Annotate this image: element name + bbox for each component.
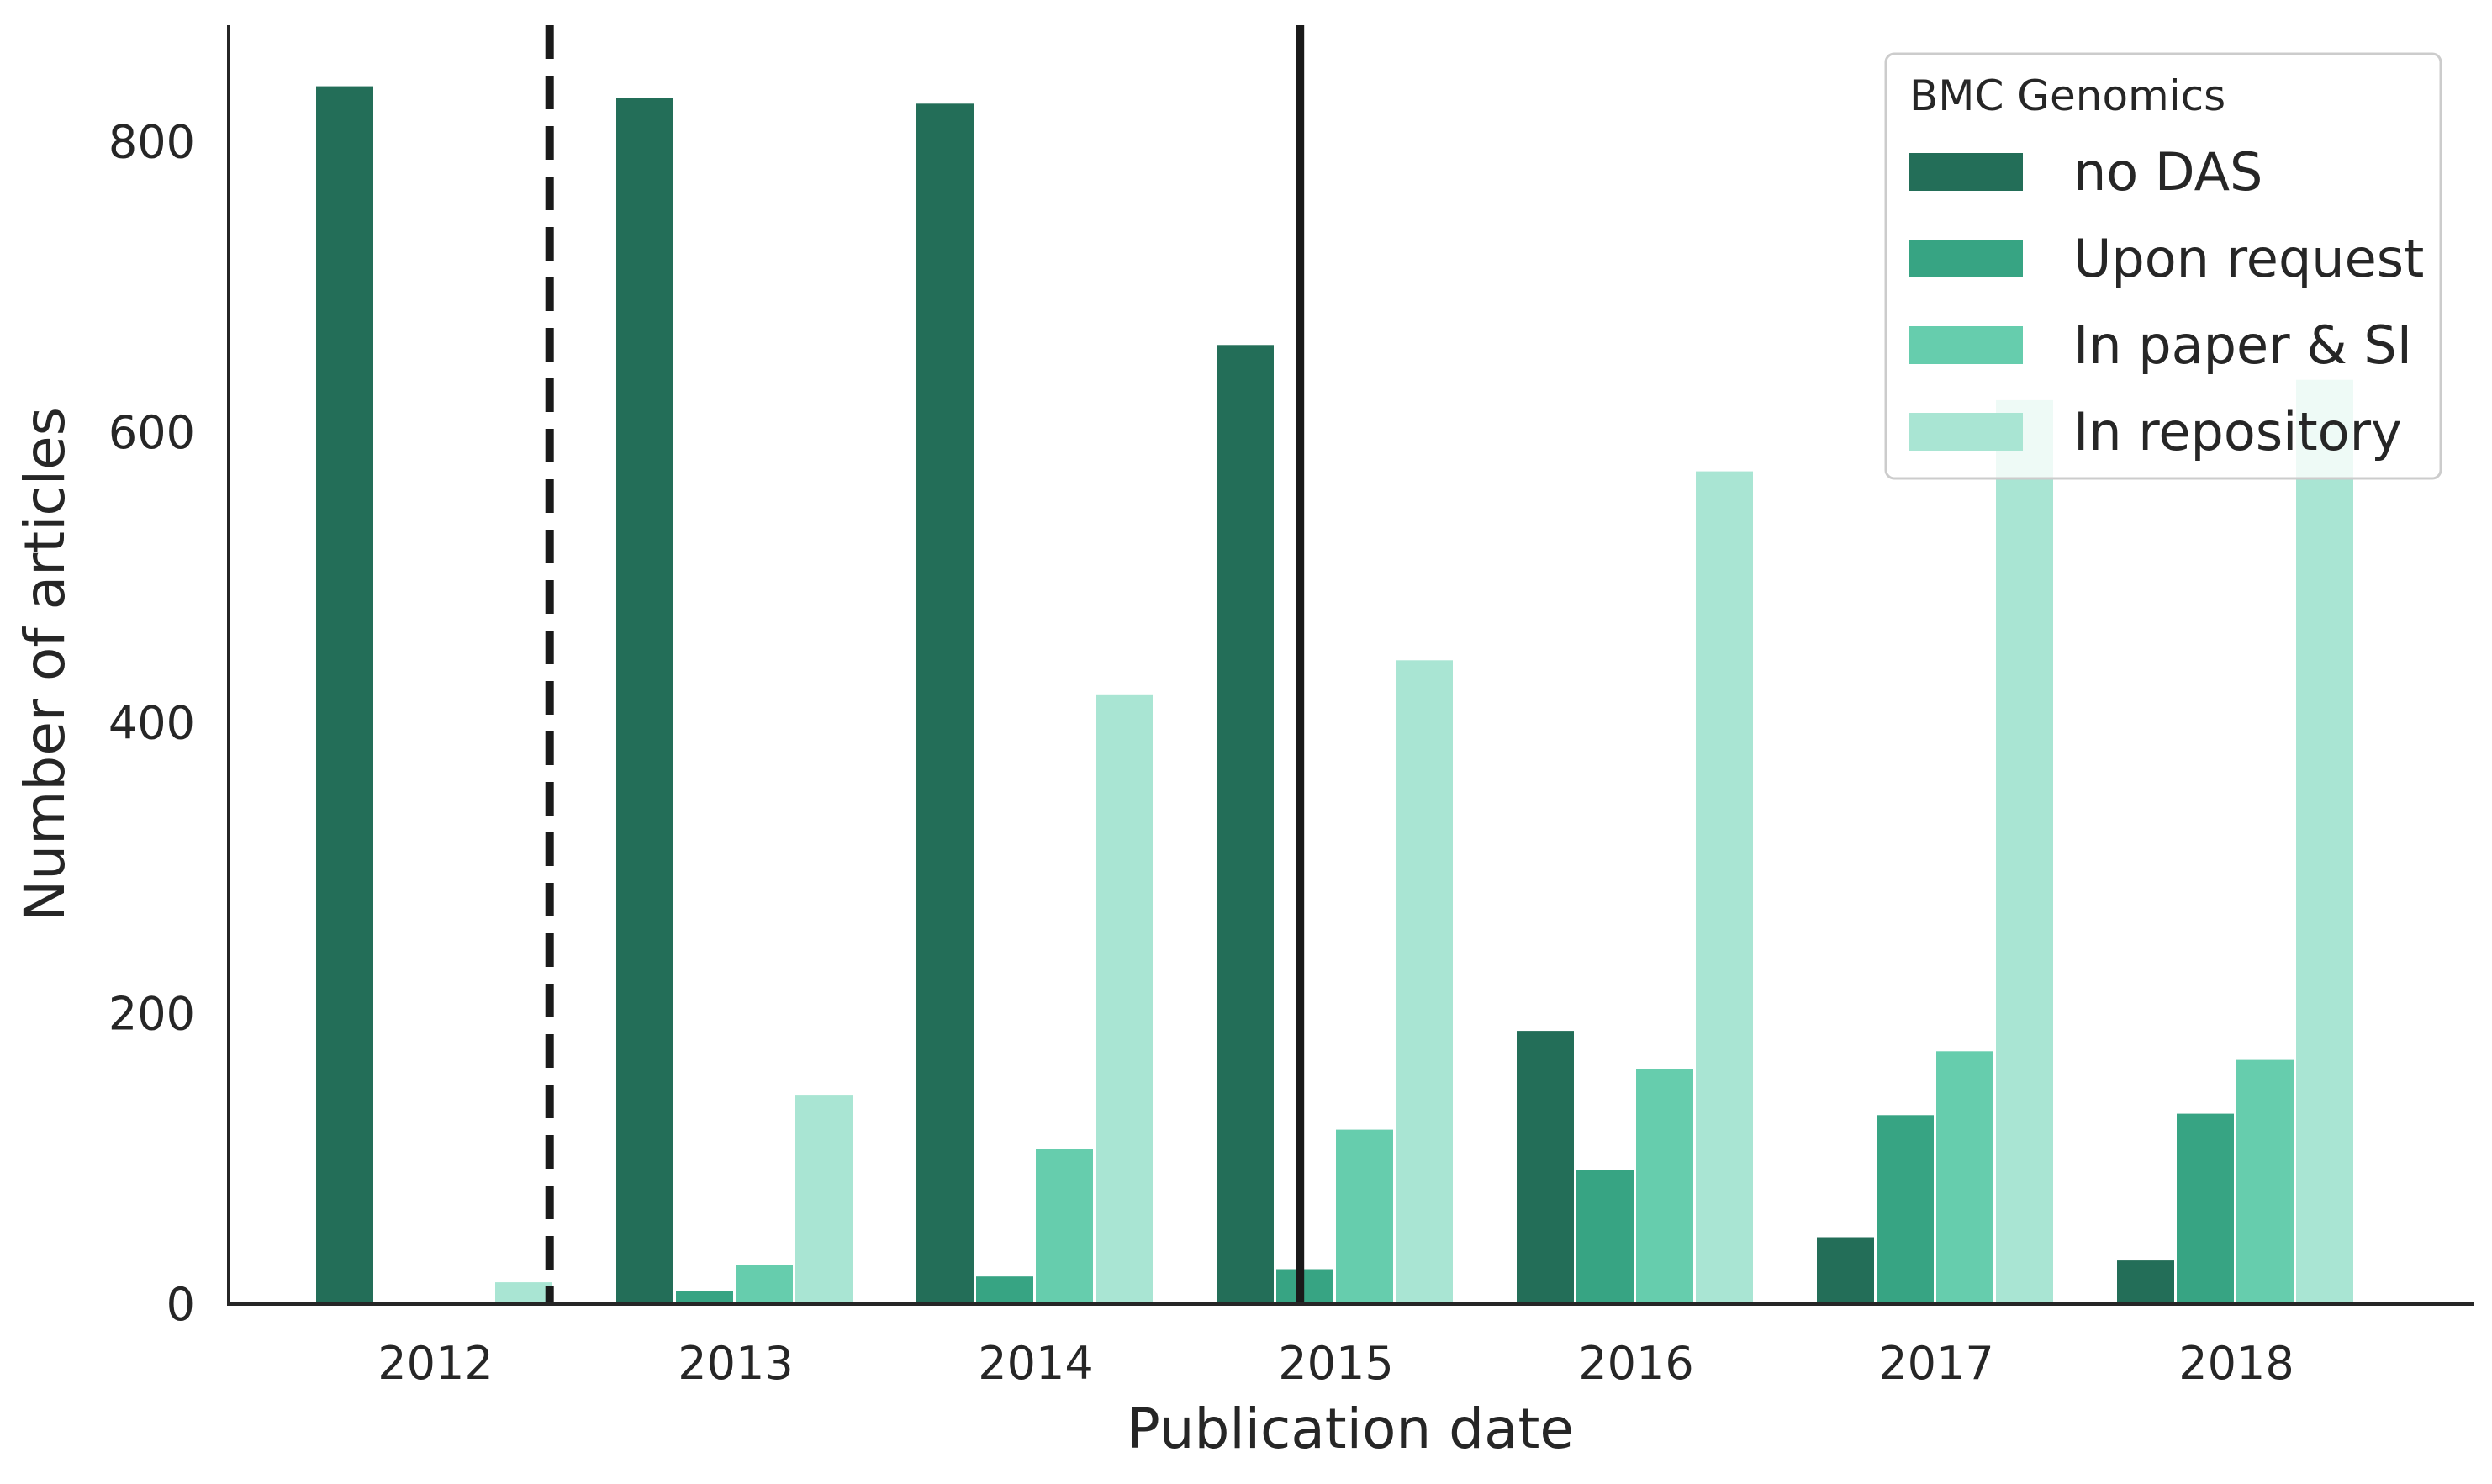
bar-2018-no-das (2117, 1260, 2174, 1304)
reference-lines (545, 25, 1305, 1304)
bar-2016-in-paper-si (1636, 1069, 1693, 1304)
bar-2015-in-paper-si (1336, 1129, 1393, 1304)
legend-label: In repository (2073, 401, 2402, 462)
x-tick-labels: 2012 2013 2014 2015 2016 2017 2018 (377, 1337, 2294, 1390)
bar-2017-in-paper-si (1936, 1051, 1993, 1304)
legend-title: BMC Genomics (1909, 71, 2225, 120)
bar-2017-no-das (1817, 1237, 1874, 1304)
x-axis-label: Publication date (1127, 1397, 1574, 1461)
y-tick-label: 0 (166, 1278, 195, 1331)
legend-label: Upon request (2073, 228, 2424, 289)
bar-2016-no-das (1517, 1031, 1574, 1304)
bar-2016-upon-request (1576, 1170, 1634, 1304)
x-tick-label: 2015 (1278, 1337, 1393, 1390)
x-tick-label: 2013 (678, 1337, 793, 1390)
legend-swatch (1909, 240, 2023, 277)
legend-box (1884, 52, 2442, 480)
bar-2018-in-paper-si (2236, 1059, 2294, 1304)
bar-2013-in-repository (795, 1095, 853, 1304)
bar-2014-no-das (916, 103, 974, 1304)
legend-swatch (1909, 326, 2023, 364)
y-axis-label: Number of articles (13, 407, 77, 922)
bar-2012-no-das (316, 86, 373, 1305)
bars-group (316, 86, 2353, 1305)
axes (227, 25, 2474, 1306)
legend-label: In paper & SI (2073, 314, 2412, 376)
y-tick-labels: 0 200 400 600 800 (108, 115, 195, 1331)
bar-2014-upon-request (976, 1276, 1033, 1304)
bar-2015-no-das (1217, 345, 1274, 1305)
bar-2015-in-repository (1396, 660, 1453, 1304)
legend-items: no DAS Upon request In paper & SI In reposi… (1909, 141, 2424, 462)
y-tick-label: 600 (108, 406, 195, 459)
bar-2014-in-repository (1096, 694, 1153, 1304)
y-tick-label: 200 (108, 987, 195, 1040)
legend-label: no DAS (2073, 141, 2262, 203)
bar-2013-no-das (616, 98, 673, 1304)
x-tick-label: 2016 (1578, 1337, 1693, 1390)
bar-2016-in-repository (1696, 471, 1753, 1304)
bar-2014-in-paper-si (1036, 1149, 1093, 1304)
bar-2018-upon-request (2177, 1113, 2234, 1304)
bar-2017-upon-request (1877, 1115, 1934, 1304)
bar-2013-upon-request (676, 1291, 733, 1304)
x-tick-label: 2012 (377, 1337, 493, 1390)
y-tick-label: 400 (108, 697, 195, 750)
x-tick-label: 2018 (2178, 1337, 2294, 1390)
x-tick-label: 2014 (978, 1337, 1093, 1390)
bar-2015-upon-request (1276, 1269, 1333, 1304)
bar-2017-in-repository (1996, 399, 2053, 1304)
legend: BMC Genomics no DAS Upon request In paper … (1884, 52, 2442, 480)
bar-2012-in-repository (495, 1282, 552, 1304)
x-tick-label: 2017 (1878, 1337, 1993, 1390)
legend-swatch (1909, 153, 2023, 191)
bar-2018-in-repository (2296, 379, 2353, 1305)
legend-swatch (1909, 413, 2023, 451)
bar-2013-in-paper-si (736, 1265, 793, 1304)
y-tick-label: 800 (108, 115, 195, 168)
